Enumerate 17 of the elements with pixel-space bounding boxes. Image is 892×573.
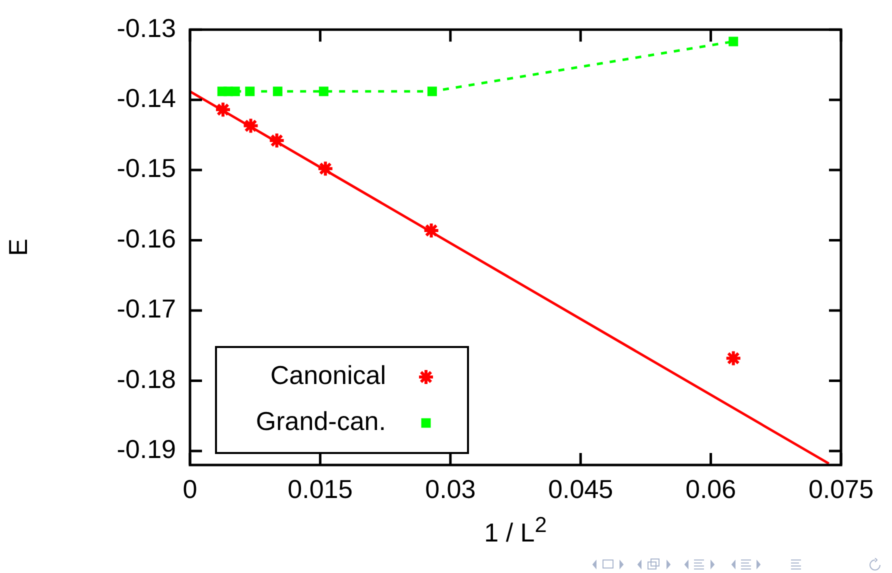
x-axis-title: 1 / L$^{2}$ [483, 512, 548, 549]
y-tick-label: -0.18 [116, 364, 176, 394]
y-tick-label: -0.16 [116, 223, 176, 254]
y-tick-label: -0.17 [116, 294, 176, 324]
x-tick-label: 0.03 [425, 474, 476, 504]
x-tick-label: 0.06 [685, 474, 736, 504]
y-axis-title: E [2, 238, 33, 256]
x-tick-label: 0.045 [548, 474, 614, 504]
x-tick-label: 0.015 [288, 474, 353, 504]
y-tick-label: -0.13 [116, 12, 176, 43]
legend-label: Grand-can. [256, 406, 386, 436]
y-tick-label: -0.14 [116, 83, 176, 113]
x-tick-label: 0 [182, 474, 198, 504]
y-tick-label: -0.15 [116, 153, 176, 184]
legend-label: Canonical [270, 360, 386, 390]
x-tick-label: 0.075 [808, 474, 874, 504]
y-tick-label: -0.19 [116, 434, 176, 464]
